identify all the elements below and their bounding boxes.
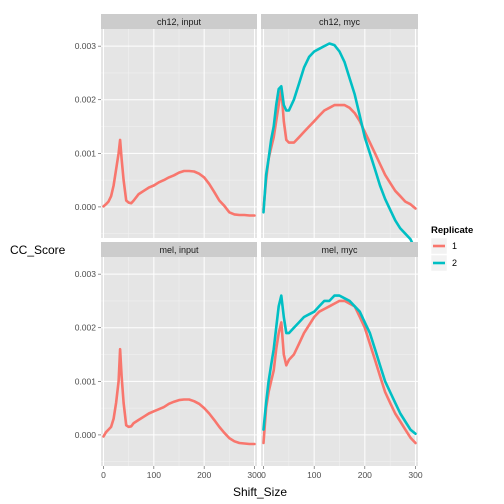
y-tick-label: 0.003 [75, 269, 97, 279]
x-tick-label: 200 [197, 470, 211, 480]
panel-ch12-input: ch12, input 0.000 0.001 0.002 0.003 [75, 14, 257, 238]
x-tick-label: 100 [307, 470, 321, 480]
legend-items: 12 [430, 237, 457, 272]
series-line-replicate-1 [102, 138, 256, 217]
strip-bg [261, 242, 418, 257]
legend-label-1: 1 [452, 241, 457, 251]
x-tick-label: 200 [358, 470, 372, 480]
x-tick-label: 300 [247, 470, 261, 480]
strip-label: mel, input [159, 245, 199, 255]
panel-mel-myc: mel, myc 0 100 200 300 [261, 242, 423, 480]
strip-bg [101, 242, 257, 257]
y-tick-label: 0.001 [75, 376, 97, 386]
x-tick-label: 0 [101, 470, 106, 480]
y-axis-title: CC_Score [10, 243, 66, 257]
y-tick-label: 0.000 [75, 430, 97, 440]
strip-bg [261, 14, 418, 29]
series-line-replicate-1 [262, 299, 417, 445]
strip-label: ch12, myc [319, 17, 361, 27]
legend-title: Replicate [431, 225, 473, 236]
strip-bg [101, 14, 257, 29]
y-tick-label: 0.000 [75, 202, 97, 212]
y-tick-label: 0.001 [75, 148, 97, 158]
y-tick-label: 0.003 [75, 41, 97, 51]
strip-label: mel, myc [322, 245, 359, 255]
y-tick-label: 0.002 [75, 323, 97, 333]
panels-layer: ch12, input 0.000 0.001 0.002 0.003 ch12, myc… [75, 14, 423, 480]
y-tick-label: 0.002 [75, 95, 97, 105]
panel-ch12-myc: ch12, myc [261, 14, 418, 252]
x-tick-label: 0 [261, 470, 266, 480]
series-line-replicate-1 [262, 87, 417, 211]
x-tick-label: 300 [408, 470, 422, 480]
legend-label-2: 2 [452, 258, 457, 268]
legend: Replicate 12 [430, 225, 473, 272]
panel-mel-input: mel, input 0.000 0.001 0.002 0.003 0 100 200 300 [75, 242, 262, 480]
series-line-replicate-1 [102, 347, 256, 446]
x-tick-label: 100 [147, 470, 161, 480]
x-axis-title: Shift_Size [233, 485, 287, 499]
strip-label: ch12, input [157, 17, 202, 27]
series-line-replicate-2 [262, 42, 417, 252]
series-line-replicate-2 [262, 294, 417, 436]
